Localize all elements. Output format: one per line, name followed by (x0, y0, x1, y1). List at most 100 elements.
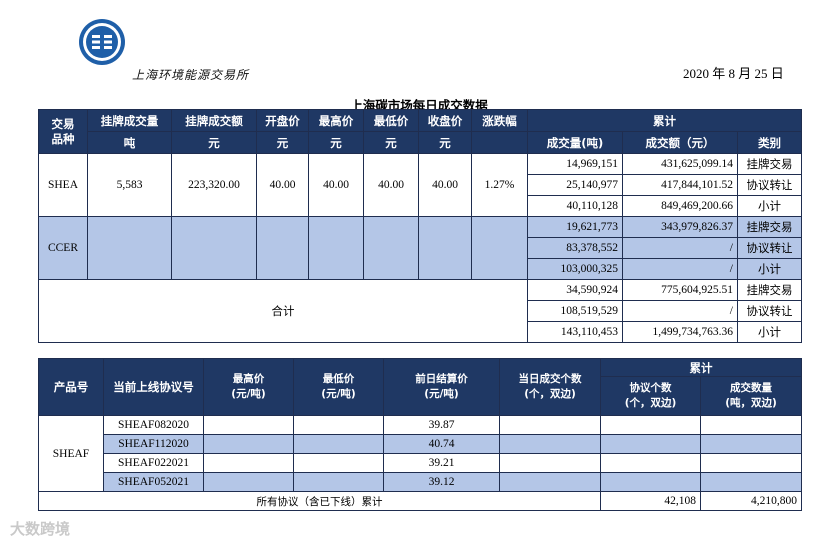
ccer-cum-volume: 103,000,325 (527, 258, 623, 280)
header-close: 收盘价 (418, 109, 472, 132)
total-label: 合计 (38, 279, 528, 343)
unit-yuan: 元 (308, 131, 364, 154)
header-day-count: 当日成交个数 (个，双边) (499, 358, 601, 416)
contract-cum-count (600, 434, 701, 454)
header-low: 最低价 (元/吨) (293, 358, 384, 416)
contract-day-count (499, 453, 601, 473)
shea-open: 40.00 (256, 153, 309, 217)
ccer-empty (256, 216, 309, 280)
forward-contract-table: 产品号 当前上线协议号 最高价 (元/吨) 最低价 (元/吨) 前日结算价 (元… (38, 358, 802, 511)
total-category: 协议转让 (737, 300, 802, 322)
shea-listed-amount: 223,320.00 (171, 153, 257, 217)
contract-high (203, 472, 294, 492)
contract-low (293, 434, 384, 454)
shea-cum-amount: 431,625,099.14 (622, 153, 738, 175)
header-settle: 前日结算价 (元/吨) (383, 358, 500, 416)
contract-cum-count (600, 453, 701, 473)
unit-ton: 吨 (87, 131, 172, 154)
shea-cum-volume: 40,110,128 (527, 195, 623, 217)
header-product: 交易 品种 (38, 109, 88, 154)
contract-cum-qty (700, 434, 802, 454)
forward-product: SHEAF (38, 415, 104, 492)
ccer-category: 协议转让 (737, 237, 802, 259)
ccer-cum-volume: 83,378,552 (527, 237, 623, 259)
exchange-name: 上海环境能源交易所 (132, 68, 250, 82)
header-listed-amount: 挂牌成交额 (171, 109, 257, 132)
header-change: 涨跌幅 (471, 109, 528, 132)
shea-name: SHEA (38, 153, 88, 217)
contract-day-count (499, 415, 601, 435)
contract-high (203, 415, 294, 435)
contract-low (293, 415, 384, 435)
watermark: 大数跨境 (10, 520, 71, 538)
contract-settle: 39.87 (383, 415, 500, 435)
contract-day-count (499, 434, 601, 454)
contract-id: SHEAF022021 (103, 453, 204, 473)
shea-cum-amount: 417,844,101.52 (622, 174, 738, 196)
shea-low: 40.00 (363, 153, 419, 217)
unit-yuan: 元 (256, 131, 309, 154)
ccer-empty (308, 216, 364, 280)
header-category: 类别 (737, 131, 802, 154)
forward-total-label: 所有协议（含已下线）累计 (38, 491, 601, 511)
contract-high (203, 434, 294, 454)
contract-high (203, 453, 294, 473)
total-category: 小计 (737, 321, 802, 343)
unit-yuan: 元 (418, 131, 472, 154)
total-cum-amount: 1,499,734,763.36 (622, 321, 738, 343)
shea-category: 挂牌交易 (737, 153, 802, 175)
header-open: 开盘价 (256, 109, 309, 132)
contract-cum-qty (700, 415, 802, 435)
daily-trading-table: 交易 品种 挂牌成交量 挂牌成交额 开盘价 最高价 最低价 收盘价 涨跌幅 累计… (38, 109, 802, 343)
ccer-empty (363, 216, 419, 280)
header-cum-count: 协议个数 (个，双边) (600, 376, 701, 416)
exchange-logo-icon (79, 19, 125, 65)
shea-high: 40.00 (308, 153, 364, 217)
ccer-cum-amount: / (622, 258, 738, 280)
ccer-empty (418, 216, 472, 280)
shea-change: 1.27% (471, 153, 528, 217)
ccer-empty (171, 216, 257, 280)
unit-yuan: 元 (363, 131, 419, 154)
contract-id: SHEAF082020 (103, 415, 204, 435)
total-cum-amount: 775,604,925.51 (622, 279, 738, 301)
ccer-name: CCER (38, 216, 88, 280)
header-high: 最高价 (308, 109, 364, 132)
total-cum-volume: 108,519,529 (527, 300, 623, 322)
contract-cum-qty (700, 472, 802, 492)
shea-cum-amount: 849,469,200.66 (622, 195, 738, 217)
contract-settle: 40.74 (383, 434, 500, 454)
header-high: 最高价 (元/吨) (203, 358, 294, 416)
contract-id: SHEAF052021 (103, 472, 204, 492)
contract-cum-count (600, 415, 701, 435)
contract-low (293, 453, 384, 473)
contract-settle: 39.12 (383, 472, 500, 492)
contract-id: SHEAF112020 (103, 434, 204, 454)
unit-yuan: 元 (171, 131, 257, 154)
shea-cum-volume: 14,969,151 (527, 153, 623, 175)
forward-total-qty: 4,210,800 (700, 491, 802, 511)
contract-low (293, 472, 384, 492)
header-cumulative: 累计 (600, 358, 802, 377)
total-cum-volume: 34,590,924 (527, 279, 623, 301)
ccer-empty (471, 216, 528, 280)
ccer-cum-amount: / (622, 237, 738, 259)
report-date: 2020 年 8 月 25 日 (683, 66, 784, 81)
forward-total-count: 42,108 (600, 491, 701, 511)
contract-settle: 39.21 (383, 453, 500, 473)
header-cum-amount: 成交额（元） (622, 131, 738, 154)
shea-category: 小计 (737, 195, 802, 217)
shea-category: 协议转让 (737, 174, 802, 196)
ccer-category: 小计 (737, 258, 802, 280)
shea-close: 40.00 (418, 153, 472, 217)
header-contract: 当前上线协议号 (103, 358, 204, 416)
header-cum-volume: 成交量(吨) (527, 131, 623, 154)
ccer-category: 挂牌交易 (737, 216, 802, 238)
header-cumulative: 累计 (527, 109, 802, 132)
contract-cum-qty (700, 453, 802, 473)
header-product-no: 产品号 (38, 358, 104, 416)
ccer-cum-amount: 343,979,826.37 (622, 216, 738, 238)
header-low: 最低价 (363, 109, 419, 132)
total-category: 挂牌交易 (737, 279, 802, 301)
shea-cum-volume: 25,140,977 (527, 174, 623, 196)
